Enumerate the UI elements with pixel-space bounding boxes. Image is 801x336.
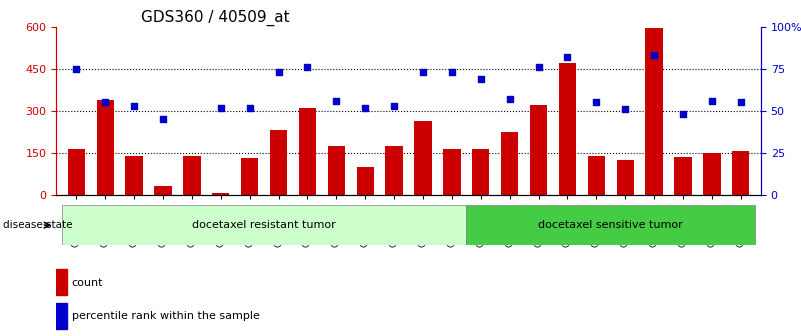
Point bbox=[445, 70, 458, 75]
Bar bbox=[703, 153, 721, 195]
Point bbox=[648, 53, 661, 58]
Point bbox=[70, 66, 83, 72]
Bar bbox=[443, 149, 461, 195]
Bar bbox=[328, 146, 345, 195]
Text: count: count bbox=[71, 278, 103, 288]
Bar bbox=[385, 146, 403, 195]
Point bbox=[532, 65, 545, 70]
Text: GDS360 / 40509_at: GDS360 / 40509_at bbox=[141, 9, 289, 26]
FancyBboxPatch shape bbox=[62, 205, 466, 245]
Bar bbox=[96, 100, 114, 195]
Text: disease state: disease state bbox=[3, 220, 73, 230]
Bar bbox=[241, 159, 258, 195]
Bar bbox=[56, 269, 66, 295]
Bar bbox=[529, 105, 547, 195]
Point bbox=[301, 65, 314, 70]
FancyBboxPatch shape bbox=[466, 205, 755, 245]
Bar bbox=[212, 194, 229, 195]
Point bbox=[677, 112, 690, 117]
Bar bbox=[472, 149, 489, 195]
Text: docetaxel sensitive tumor: docetaxel sensitive tumor bbox=[538, 220, 683, 230]
Point bbox=[215, 105, 227, 110]
Point bbox=[590, 100, 602, 105]
Bar bbox=[617, 160, 634, 195]
Point bbox=[417, 70, 429, 75]
Bar bbox=[588, 156, 605, 195]
Bar bbox=[270, 130, 288, 195]
Point bbox=[156, 117, 169, 122]
Bar bbox=[646, 28, 662, 195]
Point bbox=[272, 70, 285, 75]
Point bbox=[618, 107, 631, 112]
Bar bbox=[356, 167, 374, 195]
Bar bbox=[501, 132, 518, 195]
Bar bbox=[299, 108, 316, 195]
Bar bbox=[126, 156, 143, 195]
Point bbox=[330, 98, 343, 103]
Bar bbox=[67, 149, 85, 195]
Bar bbox=[56, 303, 66, 329]
Text: percentile rank within the sample: percentile rank within the sample bbox=[71, 311, 260, 321]
Bar bbox=[155, 186, 171, 195]
Text: docetaxel resistant tumor: docetaxel resistant tumor bbox=[192, 220, 336, 230]
Point bbox=[503, 96, 516, 102]
Point bbox=[99, 100, 111, 105]
Bar bbox=[674, 157, 691, 195]
Point bbox=[735, 100, 747, 105]
Point bbox=[359, 105, 372, 110]
Point bbox=[706, 98, 718, 103]
Bar bbox=[183, 156, 200, 195]
Point bbox=[244, 105, 256, 110]
Bar bbox=[414, 121, 432, 195]
Bar bbox=[559, 63, 576, 195]
Point bbox=[388, 103, 400, 109]
Point bbox=[474, 76, 487, 82]
Bar bbox=[732, 152, 750, 195]
Point bbox=[127, 103, 140, 109]
Point bbox=[561, 54, 574, 60]
